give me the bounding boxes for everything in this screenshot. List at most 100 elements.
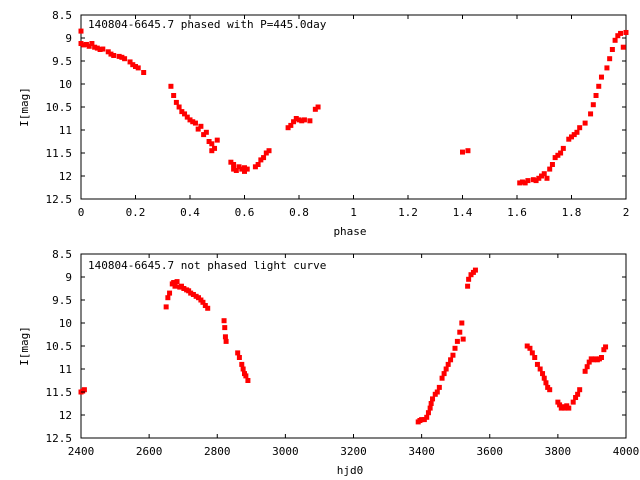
- unphased-data-point: [601, 347, 607, 353]
- phased-data-point: [519, 179, 525, 185]
- unphased-data-point: [205, 305, 211, 311]
- phased-data-point: [94, 45, 100, 51]
- phased-data-point: [552, 155, 558, 161]
- phased-data-point: [212, 145, 218, 151]
- phased-data-point: [78, 28, 84, 34]
- phased-data-point: [258, 157, 264, 163]
- phased-data-point: [522, 180, 528, 186]
- unphased-x-tick-label: 3000: [272, 445, 299, 458]
- phased-data-point: [78, 41, 84, 47]
- phased-data-point: [209, 141, 215, 147]
- unphased-data-point: [245, 378, 251, 383]
- unphased-data-point: [223, 338, 229, 344]
- unphased-data-point: [243, 373, 249, 379]
- phased-data-point: [590, 102, 596, 108]
- phased-data-point: [233, 167, 239, 173]
- phased-data-point: [539, 173, 545, 179]
- unphased-data-point: [466, 276, 472, 282]
- phased-data-point: [105, 49, 111, 55]
- phased-data-point: [108, 51, 114, 57]
- phased-data-point: [100, 46, 106, 52]
- phased-y-tick-label: 10: [59, 78, 72, 91]
- phased-x-tick-label: 0.2: [126, 206, 146, 219]
- phased-data-point: [604, 65, 610, 71]
- unphased-data-point: [425, 410, 431, 416]
- phased-data-point: [190, 119, 196, 125]
- unphased-data-point: [465, 283, 471, 289]
- unphased-x-tick-label: 3200: [340, 445, 367, 458]
- unphased-x-axis-label: hjd0: [337, 464, 364, 477]
- phased-data-point: [184, 114, 190, 120]
- unphased-data-point: [454, 338, 460, 344]
- phased-data-point: [566, 136, 572, 142]
- unphased-data-point: [190, 291, 196, 297]
- unphased-x-tick-label: 3600: [477, 445, 504, 458]
- phased-data-points: [78, 28, 629, 186]
- unphased-y-tick-label: 12: [59, 409, 72, 422]
- phased-data-point: [242, 165, 247, 171]
- phased-data-point: [135, 65, 141, 71]
- phased-light-curve-panel: 0 0.2 0.4 0.6 0.8 1 1.2 1.4 1.6 1.8 2 8.5 9 9.5 10 10.5…: [18, 9, 629, 238]
- unphased-data-point: [584, 364, 590, 370]
- phased-data-point: [122, 56, 128, 62]
- phased-data-point: [242, 168, 247, 174]
- unphased-data-point: [443, 366, 449, 372]
- phased-data-point: [81, 42, 87, 48]
- phased-data-point: [187, 117, 193, 123]
- unphased-data-point: [167, 290, 173, 296]
- unphased-data-point: [557, 402, 563, 408]
- unphased-x-tick-label: 2800: [204, 445, 231, 458]
- phased-y-tick-label: 8.5: [52, 9, 72, 22]
- unphased-data-point: [450, 352, 456, 358]
- phased-data-point: [231, 162, 237, 167]
- phased-data-point: [530, 177, 536, 183]
- unphased-data-point: [240, 366, 246, 372]
- unphased-data-point: [448, 357, 454, 363]
- unphased-data-point: [236, 355, 242, 360]
- phased-x-tick-label: 1: [350, 206, 357, 219]
- phased-data-point: [296, 117, 302, 123]
- unphased-data-point: [424, 414, 430, 420]
- unphased-data-point: [472, 267, 478, 273]
- phased-y-tick-label: 11.5: [46, 147, 73, 160]
- unphased-y-tick-label: 9.5: [52, 294, 72, 307]
- phased-data-point: [607, 56, 613, 62]
- unphased-x-tick-label: 4000: [613, 445, 640, 458]
- unphased-data-point: [439, 375, 445, 381]
- unphased-x-tick-label: 3800: [545, 445, 572, 458]
- phased-x-tick-label: 1.8: [562, 206, 582, 219]
- phased-y-tick-label: 12.5: [46, 193, 73, 206]
- phased-y-axis-label: I[mag]: [18, 87, 31, 127]
- phased-data-point: [92, 44, 98, 50]
- phased-data-point: [116, 53, 122, 59]
- phased-data-point: [525, 178, 531, 184]
- unphased-data-point: [434, 389, 440, 395]
- unphased-data-point: [540, 371, 546, 377]
- phased-data-point: [263, 150, 269, 156]
- phased-data-point: [555, 152, 561, 158]
- unphased-data-point: [165, 295, 171, 301]
- unphased-data-point: [436, 384, 442, 390]
- unphased-data-point: [445, 361, 451, 367]
- phased-x-tick-label: 0.4: [180, 206, 200, 219]
- phased-data-point: [558, 150, 564, 156]
- unphased-y-tick-label: 11.5: [46, 386, 73, 399]
- unphased-data-point: [582, 368, 588, 374]
- phased-y-tick-label: 9.5: [52, 55, 72, 68]
- phased-data-point: [266, 148, 272, 154]
- phased-data-point: [460, 149, 465, 155]
- unphased-data-point: [529, 350, 535, 356]
- phased-data-point: [201, 132, 207, 138]
- phased-x-tick-label: 0: [78, 206, 85, 219]
- phased-data-point: [206, 139, 212, 144]
- phased-data-point: [301, 117, 307, 123]
- unphased-data-point: [524, 343, 530, 349]
- phased-y-tick-label: 10.5: [46, 101, 73, 114]
- phased-data-point: [315, 104, 321, 110]
- phased-data-point: [214, 137, 220, 143]
- phased-data-point: [239, 166, 245, 172]
- phased-data-point: [179, 109, 185, 115]
- phased-data-point: [133, 64, 138, 70]
- phased-data-point: [97, 47, 103, 52]
- phased-data-point: [168, 83, 174, 89]
